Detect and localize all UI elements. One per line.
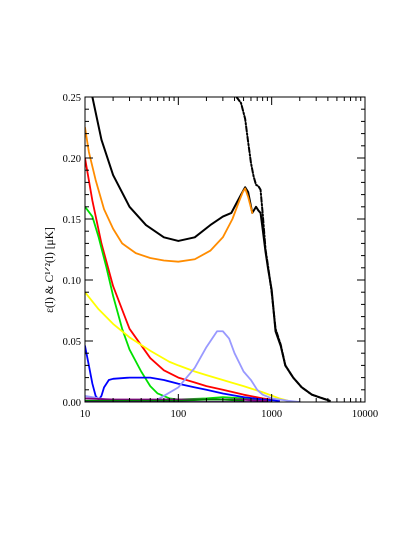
series-layer <box>85 97 331 402</box>
series-line-9 <box>85 398 245 402</box>
y-tick-label: 0.10 <box>63 276 81 287</box>
y-tick-label: 0.20 <box>63 154 81 165</box>
y-tick-label: 0.15 <box>63 215 81 226</box>
series-line-5 <box>85 291 289 402</box>
y-tick-label: 0.05 <box>63 337 81 348</box>
series-line-3 <box>85 157 280 402</box>
y-axis-label: ε(l) & C¹ᐟ²(l) [μK] <box>44 227 56 313</box>
x-tick-label: 100 <box>170 409 186 420</box>
series-line-2 <box>85 126 254 263</box>
x-tick-label: 10000 <box>352 409 378 420</box>
ticks-layer: 10 100 1000 10000 0.00 0.05 0.10 0.15 0.20 0.25 <box>63 93 379 420</box>
series-line-7 <box>85 330 301 402</box>
y-tick-label: 0.00 <box>63 398 81 409</box>
y-tick-label: 0.25 <box>63 93 81 104</box>
series-line-4 <box>85 205 264 401</box>
x-tick-label: 1000 <box>261 409 282 420</box>
series-line-6 <box>85 344 280 402</box>
plot-frame <box>84 96 366 403</box>
x-tick-label: 10 <box>80 409 91 420</box>
